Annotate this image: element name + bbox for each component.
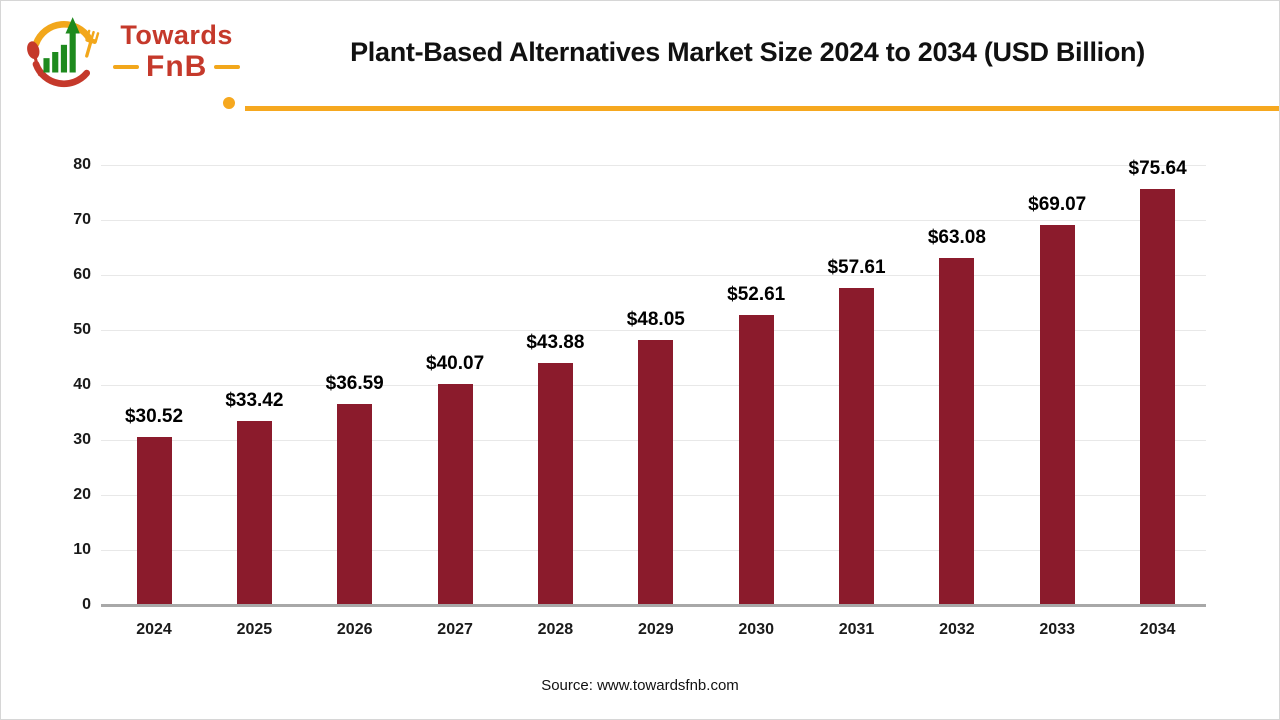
- bar-value-label-2024: $30.52: [124, 406, 184, 427]
- bar-2026: [337, 403, 373, 605]
- bar-value-label-2025: $33.42: [225, 390, 284, 411]
- bar-value-label-2031: $57.61: [827, 256, 886, 278]
- gridline-50: [101, 329, 1206, 331]
- bar-value-label-2034: $75.64: [1128, 157, 1187, 179]
- bar-value-label-2028: $43.88: [526, 332, 585, 354]
- bar-2034: [1140, 188, 1176, 605]
- divider-line: [245, 106, 1279, 111]
- x-axis-label-2031: 2031: [838, 621, 875, 638]
- y-axis-label-60: 60: [73, 265, 91, 283]
- x-axis-label-2028: 2028: [537, 621, 574, 638]
- x-axis-line: [101, 604, 1206, 607]
- x-axis-label-2027: 2027: [437, 621, 473, 638]
- x-axis-label-2030: 2030: [738, 621, 774, 638]
- source-text: Source: www.towardsfnb.com: [541, 677, 739, 694]
- spoon-icon: [27, 41, 41, 77]
- bar-value-label-2033: $69.07: [1028, 193, 1087, 215]
- x-axis-label-2025: 2025: [236, 621, 273, 638]
- bar-2032: [939, 257, 975, 605]
- gridline-70: [101, 219, 1206, 221]
- x-axis-label-2029: 2029: [638, 621, 674, 638]
- y-axis-label-30: 30: [73, 430, 91, 448]
- dash-right-icon: [214, 65, 241, 69]
- divider-ring-icon: [223, 97, 235, 109]
- towardsfnb-logo: Towards FnB: [25, 11, 241, 93]
- x-axis-label-2034: 2034: [1139, 621, 1176, 638]
- bar-2025: [236, 421, 272, 605]
- brand-text: Towards FnB: [113, 20, 241, 83]
- brand-fnb-row: FnB: [113, 50, 241, 83]
- fork-icon: [85, 29, 100, 58]
- bar-2030: [738, 315, 774, 605]
- y-axis-label-50: 50: [73, 320, 91, 338]
- page-title: Plant-Based Alternatives Market Size 202…: [350, 37, 1145, 67]
- bar-value-label-2029: $48.05: [626, 309, 685, 331]
- x-axis-label-2026: 2026: [336, 621, 373, 638]
- logo-arc-yellow: [32, 20, 94, 48]
- y-axis-label-0: 0: [82, 596, 91, 613]
- brand-name-fnb: FnB: [146, 50, 208, 83]
- bar-2029: [638, 340, 674, 605]
- growth-bars-icon: [43, 17, 80, 73]
- x-axis-label-2033: 2033: [1039, 621, 1075, 638]
- x-axis-label-2024: 2024: [136, 621, 172, 638]
- gridline-80: [101, 164, 1206, 166]
- bar-2031: [839, 287, 874, 605]
- y-axis-label-20: 20: [73, 485, 91, 503]
- y-axis-label-40: 40: [73, 375, 91, 393]
- dash-left-icon: [113, 65, 139, 69]
- x-axis-label-2032: 2032: [939, 621, 975, 638]
- bar-value-label-2030: $52.61: [727, 284, 786, 306]
- bar-value-label-2026: $36.59: [325, 372, 384, 394]
- gridline-60: [101, 274, 1206, 276]
- bar-2028: [537, 363, 573, 605]
- bar-value-label-2032: $63.08: [927, 226, 986, 248]
- bar-2033: [1039, 224, 1075, 605]
- brand-name-towards: Towards: [120, 20, 233, 50]
- towardsfnb-logo-icon: [27, 17, 100, 88]
- y-axis-label-80: 80: [73, 155, 91, 173]
- bar-2027: [437, 384, 473, 605]
- bar-2024: [136, 437, 172, 605]
- y-axis-label-10: 10: [73, 540, 91, 558]
- bar-value-label-2027: $40.07: [426, 353, 485, 375]
- y-axis-label-70: 70: [73, 210, 91, 228]
